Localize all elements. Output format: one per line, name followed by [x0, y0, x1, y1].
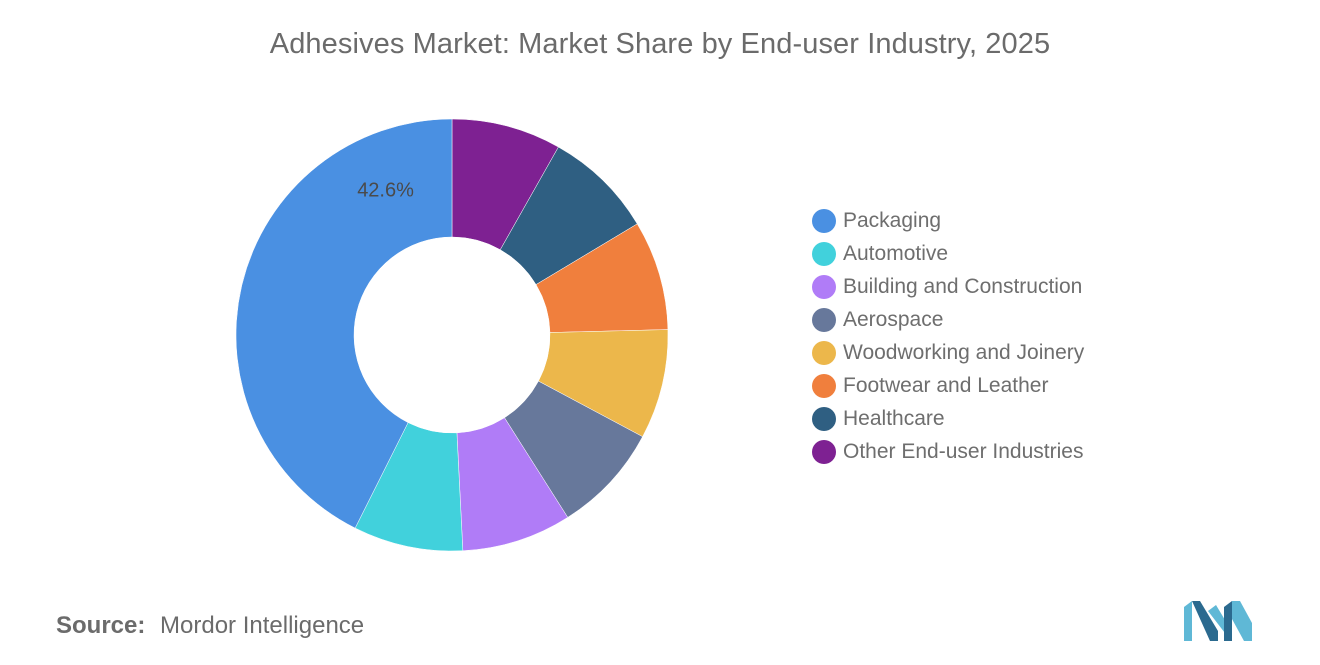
- legend-swatch: [812, 307, 836, 332]
- legend-swatch: [812, 241, 836, 266]
- legend-swatch: [812, 208, 836, 233]
- legend-item: Packaging: [812, 204, 1084, 237]
- slice-value-label: 42.6%: [357, 179, 414, 201]
- legend-item: Aerospace: [812, 303, 1084, 336]
- legend-item: Other End-user Industries: [812, 435, 1084, 468]
- chart-title: Adhesives Market: Market Share by End-us…: [269, 28, 1051, 60]
- legend-label: Woodworking and Joinery: [843, 340, 1085, 364]
- legend-label: Automotive: [843, 241, 949, 265]
- legend-swatch: [812, 274, 836, 299]
- legend-swatch: [812, 340, 836, 365]
- legend-label: Footwear and Leather: [843, 373, 1049, 397]
- legend-label: Building and Construction: [843, 274, 1083, 298]
- legend-item: Footwear and Leather: [812, 369, 1084, 402]
- legend-label: Packaging: [843, 208, 942, 232]
- legend-item: Building and Construction: [812, 270, 1084, 303]
- source-note: Source: Mordor Intelligence: [56, 612, 364, 640]
- source-label: Source:: [56, 612, 146, 639]
- legend-item: Healthcare: [812, 402, 1084, 435]
- legend-swatch: [812, 439, 836, 464]
- legend-item: Automotive: [812, 237, 1084, 270]
- source-value: Mordor Intelligence: [160, 612, 365, 639]
- legend-swatch: [812, 373, 836, 398]
- legend-swatch: [812, 406, 836, 431]
- slice-packaging: [235, 118, 453, 529]
- legend-label: Healthcare: [843, 406, 945, 430]
- chart-legend: Packaging Automotive Building and Construc…: [812, 204, 1084, 468]
- mordor-intelligence-logo-icon: [1184, 601, 1252, 641]
- legend-item: Woodworking and Joinery: [812, 336, 1084, 369]
- legend-label: Aerospace: [843, 307, 944, 331]
- legend-label: Other End-user Industries: [843, 439, 1084, 463]
